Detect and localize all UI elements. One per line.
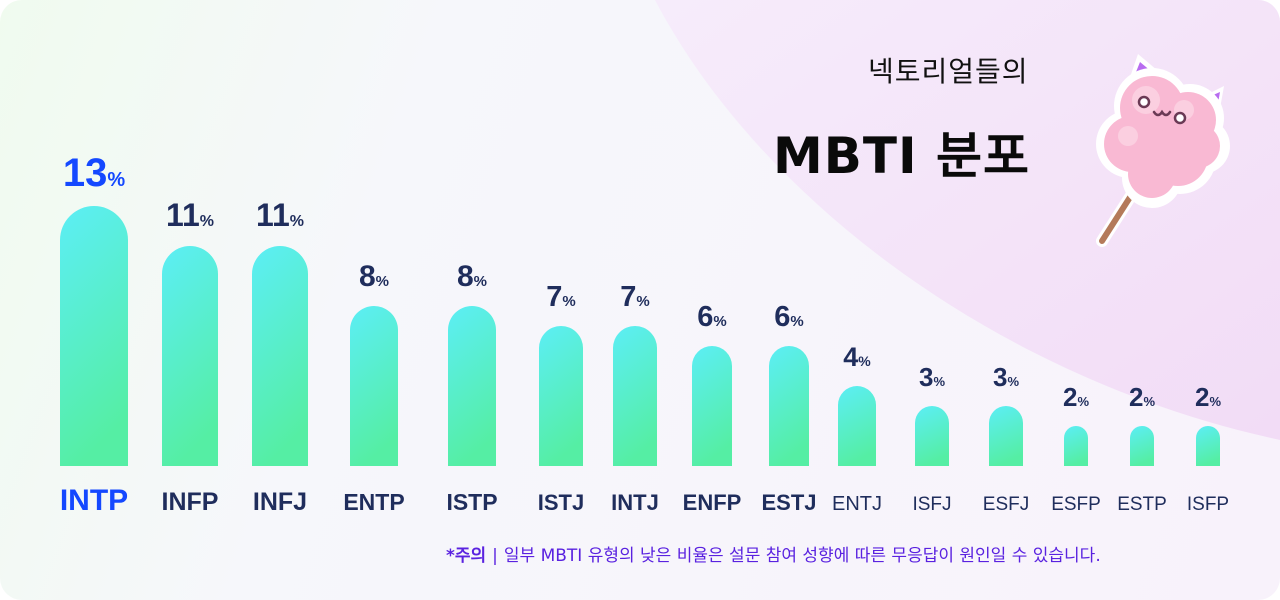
- category-label-estp: ESTP: [1117, 494, 1167, 515]
- chart-title: MBTI 분포: [773, 127, 1030, 185]
- category-label-esfp: ESFP: [1051, 494, 1101, 515]
- footnote-label: *주의: [446, 546, 487, 566]
- bar-entj: [838, 386, 876, 466]
- value-label-entp: 8%: [359, 260, 389, 293]
- value-label-isfj: 3%: [919, 362, 945, 392]
- bar-enfp: [692, 346, 732, 466]
- value-label-estp: 2%: [1129, 382, 1155, 412]
- bar-isfp: [1196, 426, 1220, 466]
- bar-estp: [1130, 426, 1154, 466]
- bar-istp: [448, 306, 496, 466]
- category-label-istj: ISTJ: [538, 490, 584, 515]
- footnote-separator: |: [492, 546, 498, 566]
- bar-infj: [252, 246, 308, 466]
- cotton-candy-mascot-icon: [1096, 54, 1230, 247]
- category-label-intj: INTJ: [611, 490, 659, 515]
- bar-estj: [769, 346, 809, 466]
- category-label-esfj: ESFJ: [983, 494, 1029, 515]
- value-label-infj: 11%: [256, 197, 304, 233]
- value-label-intp: 13%: [63, 151, 126, 195]
- value-label-istj: 7%: [546, 281, 575, 313]
- category-label-enfp: ENFP: [683, 490, 742, 515]
- value-label-intj: 7%: [620, 281, 649, 313]
- bar-infp: [162, 246, 218, 466]
- bar-intp: [60, 206, 128, 466]
- chart-subtitle: 넥토리얼들의: [868, 55, 1029, 88]
- value-label-istp: 8%: [457, 260, 487, 293]
- bar-esfj: [989, 406, 1023, 466]
- bar-chart: 13% INTP 11% INFP 11% INFJ 8% ENTP 8% ISTP 7% ISTJ 7…: [60, 151, 1229, 517]
- bar-istj: [539, 326, 583, 466]
- category-label-intp: INTP: [60, 484, 128, 517]
- value-label-estj: 6%: [774, 301, 803, 333]
- bar-esfp: [1064, 426, 1088, 466]
- bar-isfj: [915, 406, 949, 466]
- footnote-text: 일부 MBTI 유형의 낮은 비율은 설문 참여 성향에 따른 무응답이 원인일…: [503, 546, 1101, 566]
- category-label-istp: ISTP: [446, 489, 497, 515]
- category-label-estj: ESTJ: [761, 490, 816, 515]
- value-label-esfj: 3%: [993, 362, 1019, 392]
- category-label-isfj: ISFJ: [912, 494, 951, 515]
- category-label-infj: INFJ: [253, 488, 307, 516]
- footnote: *주의 | 일부 MBTI 유형의 낮은 비율은 설문 참여 성향에 따른 무응답이…: [446, 541, 1101, 566]
- category-label-entj: ENTJ: [832, 493, 882, 515]
- bar-entp: [350, 306, 398, 466]
- value-label-entj: 4%: [843, 342, 871, 372]
- bar-intj: [613, 326, 657, 466]
- value-label-esfp: 2%: [1063, 382, 1089, 412]
- value-label-enfp: 6%: [697, 301, 726, 333]
- value-label-isfp: 2%: [1195, 382, 1221, 412]
- value-label-infp: 11%: [166, 197, 214, 233]
- category-label-entp: ENTP: [343, 489, 404, 515]
- category-label-isfp: ISFP: [1187, 494, 1229, 515]
- category-label-infp: INFP: [162, 488, 219, 516]
